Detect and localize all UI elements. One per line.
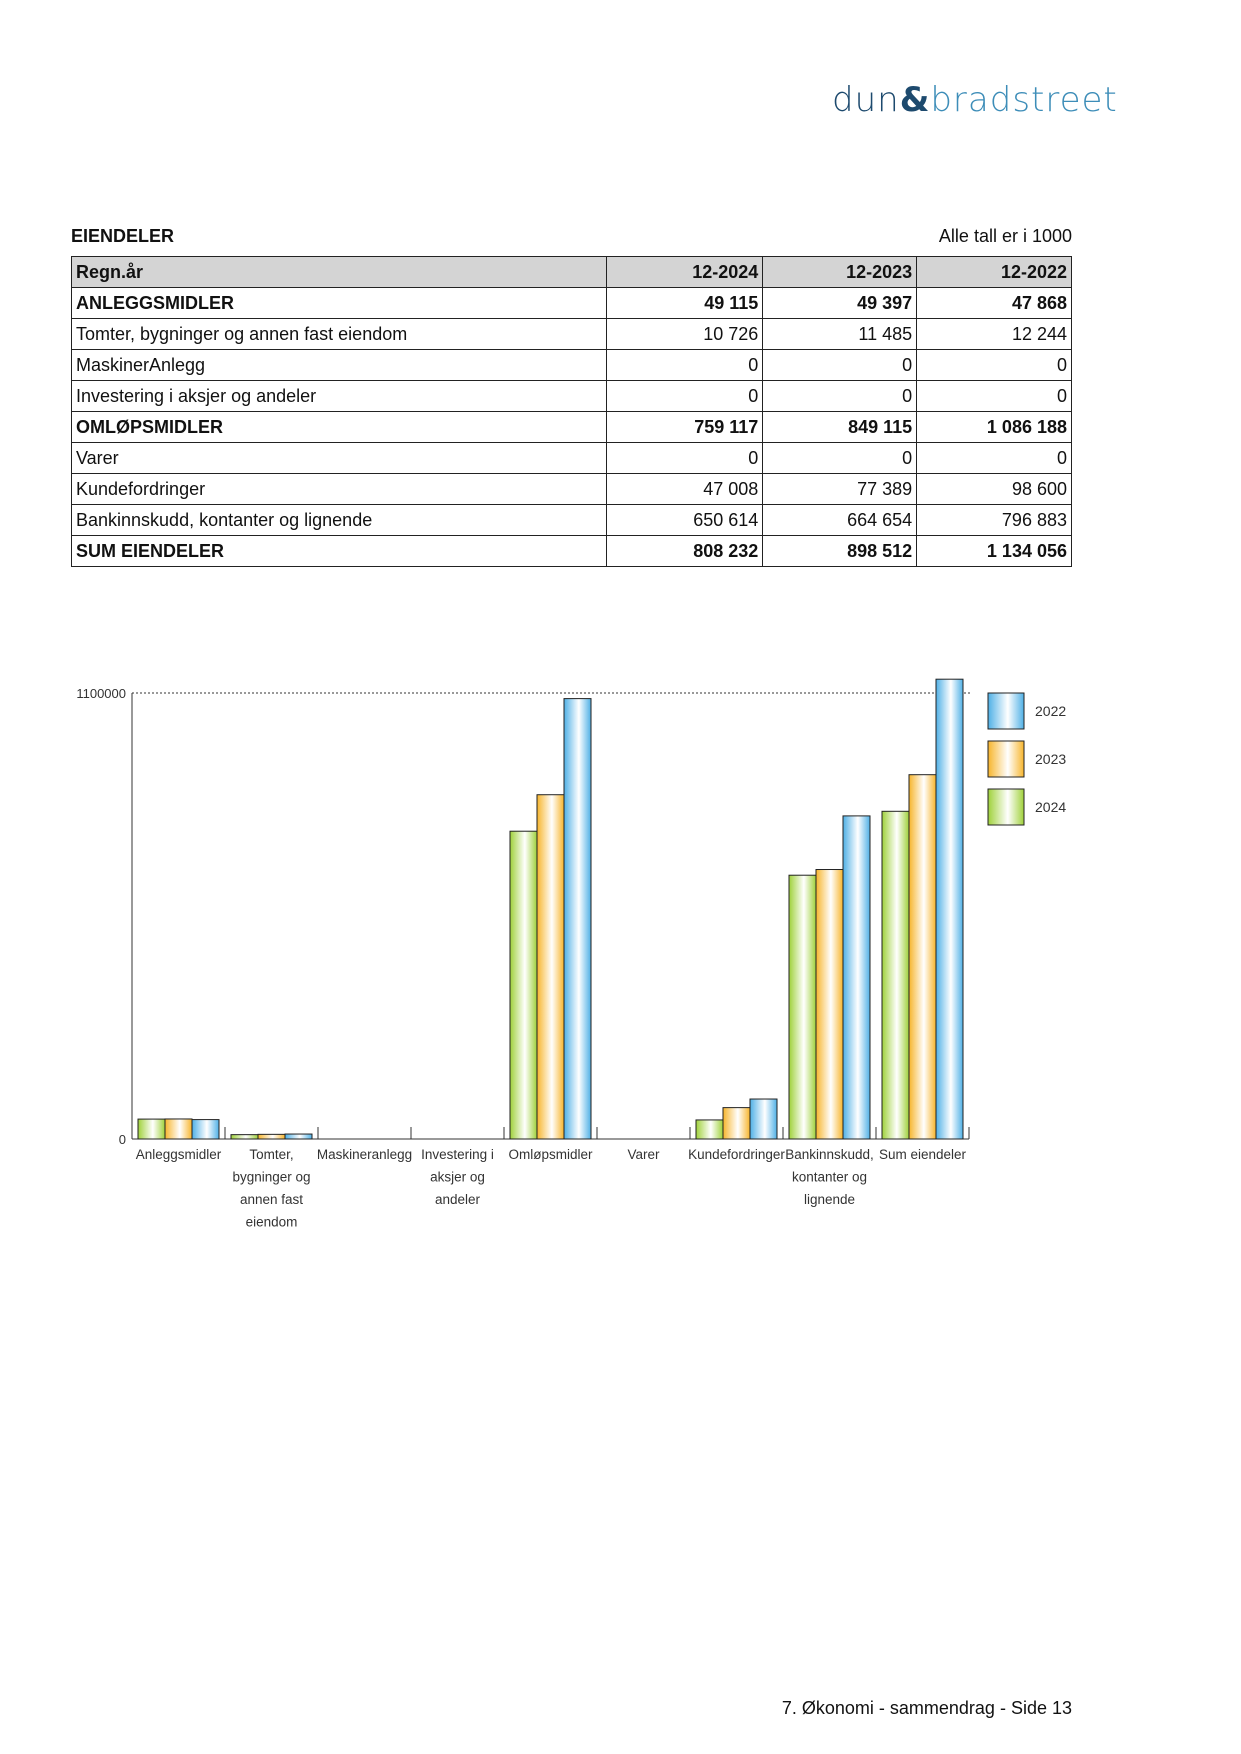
cell-value: 898 512 bbox=[762, 535, 918, 567]
legend-label: 2023 bbox=[1035, 751, 1066, 767]
page-footer: 7. Økonomi - sammendrag - Side 13 bbox=[781, 1698, 1072, 1718]
x-tick-label: Omløpsmidler bbox=[508, 1147, 593, 1162]
x-tick-label: Sum eiendeler bbox=[879, 1147, 967, 1162]
column-header: 12-2024 bbox=[606, 256, 764, 288]
cell-value: 47 008 bbox=[606, 473, 764, 505]
cell-value: 0 bbox=[762, 442, 918, 474]
table-row: ANLEGGSMIDLER 49 115 49 397 47 868 bbox=[70, 287, 1072, 319]
bar-2022 bbox=[191, 1119, 220, 1140]
x-tick-label: andeler bbox=[435, 1192, 481, 1207]
y-tick-label: 0 bbox=[119, 1132, 126, 1147]
x-tick-label: annen fast bbox=[240, 1192, 303, 1207]
bar-2022 bbox=[935, 678, 964, 1140]
cell-value: 0 bbox=[606, 442, 764, 474]
bar-2023 bbox=[536, 794, 565, 1140]
x-tick-label: aksjer og bbox=[430, 1170, 485, 1185]
row-label: Tomter, bygninger og annen fast eiendom bbox=[70, 318, 608, 350]
bar-2022 bbox=[284, 1133, 313, 1140]
bar-2023 bbox=[815, 869, 844, 1140]
x-tick-label: eiendom bbox=[246, 1215, 298, 1230]
cell-value: 849 115 bbox=[762, 411, 918, 443]
bar-2022 bbox=[749, 1098, 778, 1140]
bar-2022 bbox=[842, 815, 871, 1140]
logo-part2: bradstreet bbox=[930, 80, 1118, 120]
cell-value: 10 726 bbox=[606, 318, 764, 350]
assets-table: Regn.år 12-2024 12-2023 12-2022 ANLEGGSMIDLE… bbox=[70, 256, 1072, 567]
x-tick-label: kontanter og bbox=[792, 1170, 867, 1185]
cell-value: 1 086 188 bbox=[916, 411, 1072, 443]
cell-value: 49 115 bbox=[606, 287, 764, 319]
cell-value: 77 389 bbox=[762, 473, 918, 505]
cell-value: 11 485 bbox=[762, 318, 918, 350]
bar-2024 bbox=[509, 830, 538, 1140]
x-tick-label: bygninger og bbox=[232, 1170, 310, 1185]
cell-value: 1 134 056 bbox=[916, 535, 1072, 567]
x-tick-label: Kundefordringer bbox=[688, 1147, 785, 1162]
column-header: 12-2023 bbox=[762, 256, 918, 288]
row-label: Kundefordringer bbox=[70, 473, 608, 505]
cell-value: 98 600 bbox=[916, 473, 1072, 505]
table-row: OMLØPSMIDLER 759 117 849 115 1 086 188 bbox=[70, 411, 1072, 443]
x-tick-label: Maskineranlegg bbox=[317, 1147, 412, 1162]
legend-swatch-2023 bbox=[987, 740, 1025, 778]
table-row: Kundefordringer 47 008 77 389 98 600 bbox=[70, 473, 1072, 505]
legend-label: 2022 bbox=[1035, 703, 1066, 719]
bar-2024 bbox=[230, 1134, 259, 1140]
row-label: MaskinerAnlegg bbox=[70, 349, 608, 381]
unit-note: Alle tall er i 1000 bbox=[938, 226, 1072, 246]
cell-value: 12 244 bbox=[916, 318, 1072, 350]
legend-swatch-2022 bbox=[987, 692, 1025, 730]
row-label: ANLEGGSMIDLER bbox=[70, 287, 608, 319]
bar-2024 bbox=[695, 1119, 724, 1140]
cell-value: 650 614 bbox=[606, 504, 764, 536]
x-tick-label: Investering i bbox=[421, 1147, 494, 1162]
y-tick-label: 1100000 bbox=[76, 686, 126, 701]
bar-2024 bbox=[137, 1118, 166, 1140]
row-label: Investering i aksjer og andeler bbox=[70, 380, 608, 412]
column-header: 12-2022 bbox=[916, 256, 1072, 288]
cell-value: 808 232 bbox=[606, 535, 764, 567]
legend-label: 2024 bbox=[1035, 799, 1066, 815]
row-label: OMLØPSMIDLER bbox=[70, 411, 608, 443]
legend-swatch-2024 bbox=[987, 788, 1025, 826]
x-tick-label: Anleggsmidler bbox=[136, 1147, 222, 1162]
bar-2023 bbox=[908, 774, 937, 1140]
row-label: Varer bbox=[70, 442, 608, 474]
section-title: EIENDELER bbox=[71, 226, 175, 246]
bar-2023 bbox=[257, 1133, 286, 1140]
dun-bradstreet-logo: dun&bradstreet bbox=[832, 80, 1118, 120]
bar-2022 bbox=[563, 698, 592, 1140]
bar-2024 bbox=[881, 810, 910, 1140]
bar-2024 bbox=[788, 874, 817, 1140]
table-row: Tomter, bygninger og annen fast eiendom 1… bbox=[70, 318, 1072, 350]
x-tick-label: lignende bbox=[804, 1192, 855, 1207]
logo-part1: dun bbox=[832, 80, 900, 120]
x-tick-label: Tomter, bbox=[249, 1147, 293, 1162]
cell-value: 0 bbox=[762, 380, 918, 412]
x-tick-label: Varer bbox=[627, 1147, 660, 1162]
table-row: Varer 0 0 0 bbox=[70, 442, 1072, 474]
cell-value: 0 bbox=[762, 349, 918, 381]
cell-value: 759 117 bbox=[606, 411, 764, 443]
row-label: SUM EIENDELER bbox=[70, 535, 608, 567]
table-header-row: Regn.år 12-2024 12-2023 12-2022 bbox=[70, 256, 1072, 288]
x-tick-label: Bankinnskudd, bbox=[785, 1147, 874, 1162]
logo-amp: & bbox=[899, 80, 931, 120]
bar-2023 bbox=[722, 1107, 751, 1140]
cell-value: 47 868 bbox=[916, 287, 1072, 319]
column-header: Regn.år bbox=[70, 256, 608, 288]
table-row: SUM EIENDELER 808 232 898 512 1 134 056 bbox=[70, 535, 1072, 567]
bar-2023 bbox=[164, 1118, 193, 1140]
